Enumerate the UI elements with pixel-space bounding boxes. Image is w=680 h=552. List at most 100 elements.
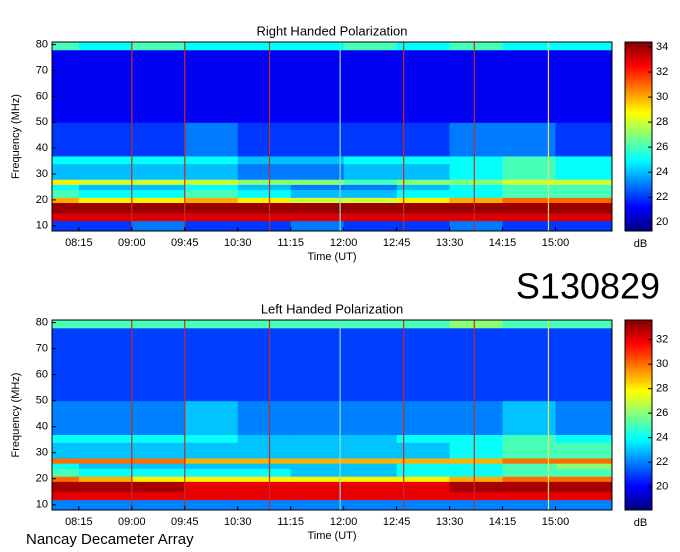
colorbar-segment — [625, 84, 652, 88]
heat-cell — [290, 189, 345, 198]
heat-cell — [184, 400, 239, 436]
heat-cell — [237, 197, 292, 204]
heat-cell — [184, 42, 239, 51]
colorbar-segment — [625, 491, 652, 494]
colorbar-segment — [625, 93, 652, 97]
y-tick-label: 50 — [36, 395, 48, 407]
heat-cell — [52, 220, 80, 232]
colorbar-segment — [625, 331, 652, 335]
colorbar-segment — [625, 98, 652, 102]
heat-cell — [52, 499, 80, 511]
colorbar-segment — [625, 324, 652, 328]
heat-cell — [502, 468, 557, 477]
colorbar-segment — [625, 226, 652, 230]
colorbar-segment — [625, 209, 652, 213]
heat-cell — [52, 457, 80, 464]
colorbar-segment — [625, 398, 652, 402]
heat-cell — [396, 320, 451, 329]
heat-cell — [52, 184, 80, 191]
colorbar-segment — [625, 327, 652, 330]
colorbar-segment — [625, 219, 652, 223]
heat-cell — [78, 434, 133, 443]
x-tick-label: 09:45 — [171, 516, 199, 528]
heat-cell — [237, 49, 292, 123]
colorbar-segment — [625, 171, 652, 175]
heat-cell — [52, 179, 80, 185]
heat-cell — [184, 434, 239, 443]
colorbar-segment — [625, 60, 652, 64]
heat-cell — [52, 163, 80, 180]
colorbar-segment — [625, 205, 652, 208]
colorbar-segment — [625, 353, 652, 357]
heat-cell — [343, 202, 398, 214]
heat-cell — [343, 179, 398, 185]
heat-cell — [131, 220, 186, 232]
heat-cell — [52, 320, 80, 329]
y-tick-label: 30 — [36, 447, 48, 459]
heat-cell — [449, 476, 504, 482]
heat-cell — [343, 155, 398, 165]
heat-cell — [343, 184, 398, 191]
plot-frame — [51, 41, 613, 232]
colorbar-segment — [625, 441, 652, 444]
heat-cell — [78, 202, 133, 214]
heat-cell — [184, 197, 239, 204]
heat-cell — [184, 463, 239, 469]
heat-cell — [502, 499, 557, 511]
heat-cell — [343, 434, 398, 443]
heat-cell — [131, 155, 186, 165]
colorbar-tick-label: 22 — [656, 456, 668, 468]
colorbar-segment — [625, 51, 652, 55]
heat-cell — [555, 481, 613, 493]
heat-cell — [555, 476, 613, 482]
colorbar-segment — [625, 115, 652, 119]
colorbar-segment — [625, 355, 652, 359]
colorbar-label: dB — [634, 238, 647, 250]
heat-cell — [237, 468, 292, 477]
colorbar-tick-label: 26 — [656, 407, 668, 419]
y-tick-label: 80 — [36, 317, 48, 329]
heat-cell — [131, 400, 186, 436]
heat-cell — [502, 434, 557, 443]
colorbar-segment — [625, 474, 652, 478]
heat-cell — [396, 220, 451, 232]
colorbar-segment — [625, 422, 652, 425]
heat-cell — [131, 468, 186, 477]
colorbar-segment — [625, 505, 652, 509]
colorbar-segment — [625, 167, 652, 171]
heat-cell — [131, 189, 186, 198]
heat-cell — [78, 122, 133, 157]
heat-cell — [502, 457, 557, 464]
heat-cell — [290, 220, 345, 232]
colorbar-segment — [625, 134, 652, 137]
colorbar-segment — [625, 502, 652, 506]
heat-cell — [184, 327, 239, 402]
heat-cell — [52, 155, 80, 165]
heat-cell — [78, 400, 133, 436]
colorbar-segment — [625, 388, 652, 392]
heat-cell — [396, 442, 451, 459]
heat-cell — [502, 400, 557, 436]
heat-cell — [52, 400, 80, 436]
heat-cell — [184, 320, 239, 329]
colorbar-segment — [625, 79, 652, 83]
colorbar-segment — [625, 216, 652, 220]
heat-cell — [290, 476, 345, 482]
colorbar-segment — [625, 429, 652, 433]
colorbar-segment — [625, 91, 652, 95]
heat-cell — [343, 457, 398, 464]
heat-cell — [396, 463, 451, 469]
heat-cell — [449, 320, 504, 329]
heat-cell — [290, 463, 345, 469]
colorbar-segment — [625, 150, 652, 154]
colorbar-segment — [625, 176, 652, 180]
heat-cell — [237, 499, 292, 511]
colorbar-tick-label: 26 — [656, 141, 668, 153]
y-tick-label: 60 — [36, 90, 48, 102]
heat-cell — [290, 481, 345, 493]
heat-cell — [184, 202, 239, 214]
colorbar-segment — [625, 214, 652, 218]
colorbar-segment — [625, 46, 652, 50]
heat-cell — [131, 197, 186, 204]
y-tick-label: 80 — [36, 38, 48, 50]
